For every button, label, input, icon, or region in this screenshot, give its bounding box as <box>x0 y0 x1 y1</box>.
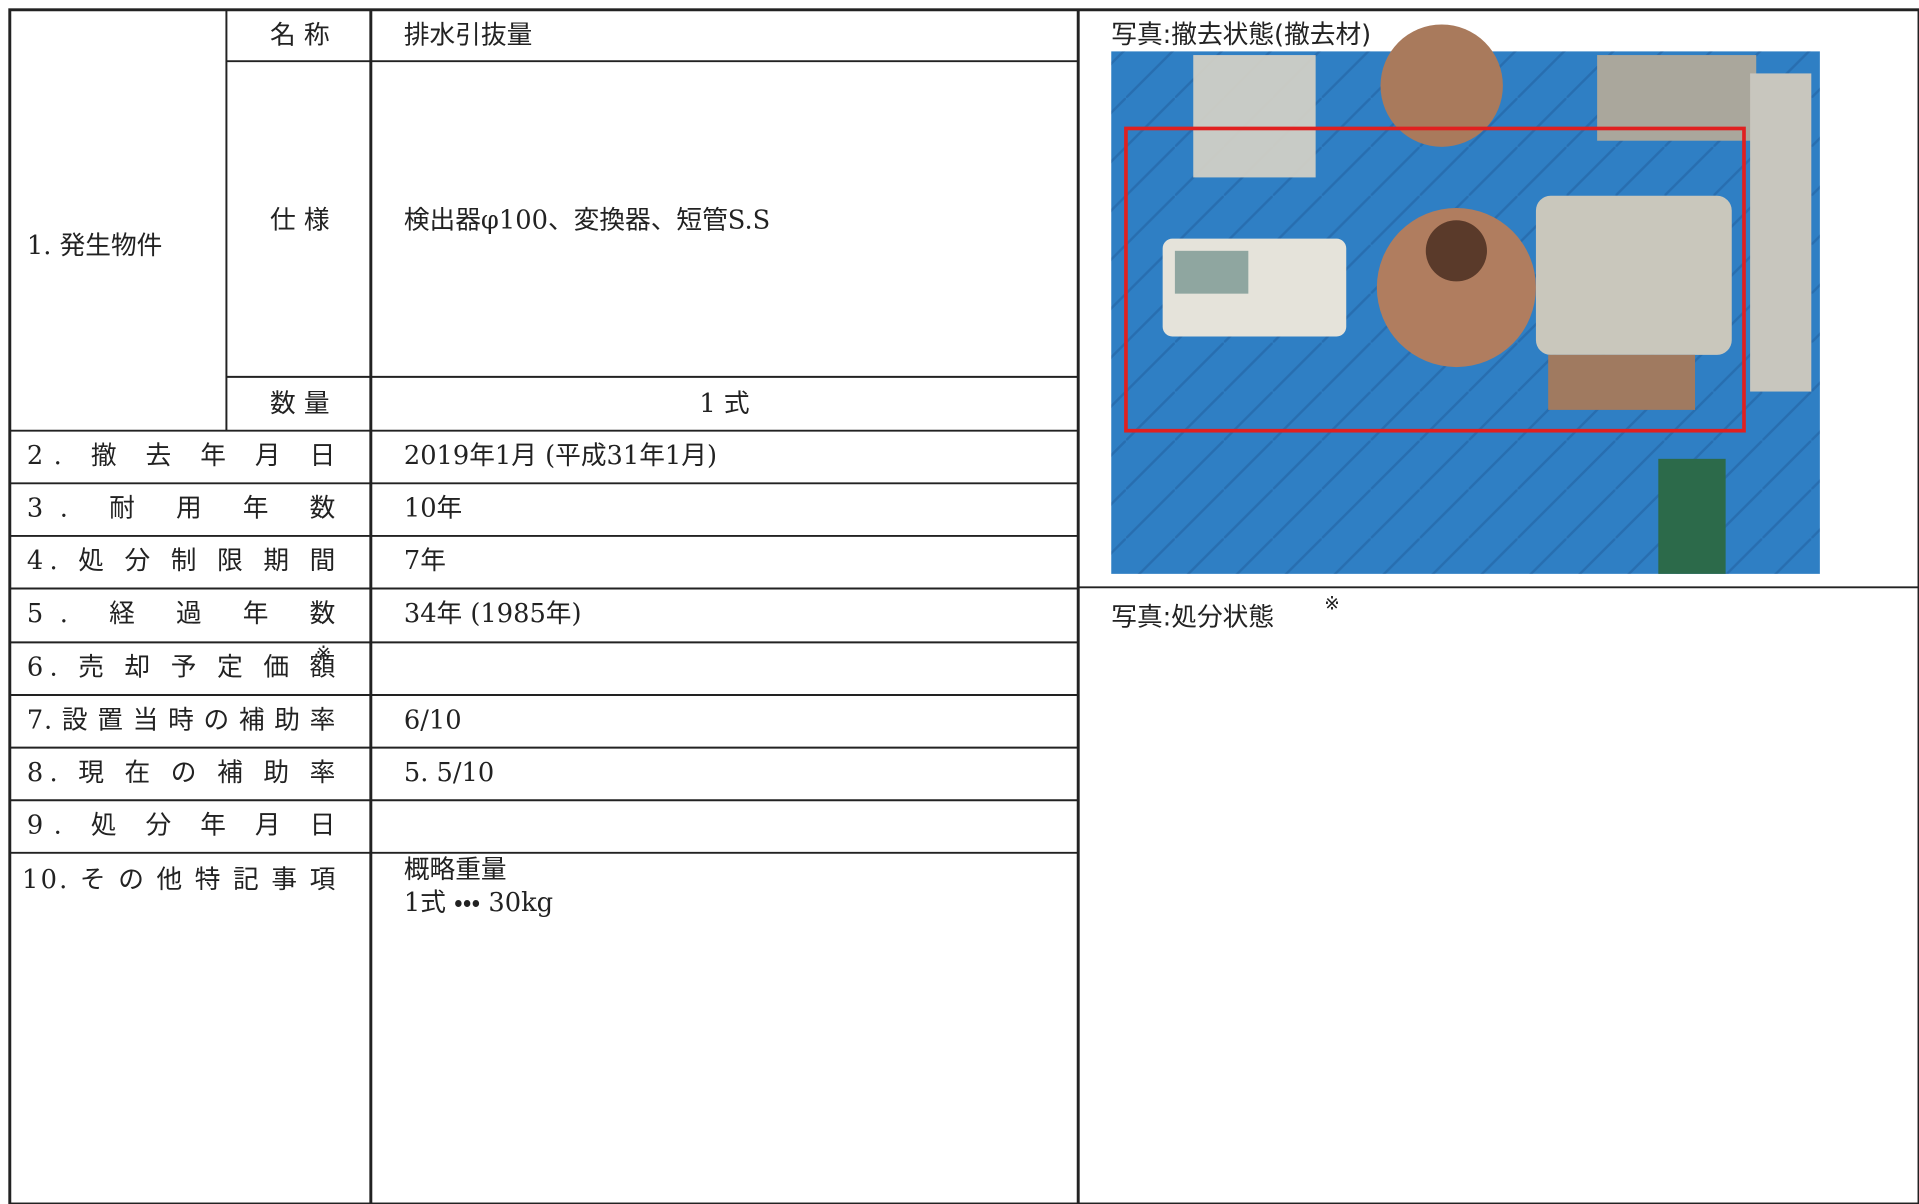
row-label: 7. 設 置 当 時 の 補 助 率 <box>27 705 335 735</box>
note-mark: ※ <box>316 643 331 664</box>
photo-caption: 写真:処分状態 <box>1111 602 1274 632</box>
photo-caption: 写真:撤去状態(撤去材) <box>1111 20 1371 50</box>
value: 7年 <box>404 546 446 576</box>
value: 10年 <box>404 494 462 524</box>
row-label: 5. 経 過 年 数 <box>27 599 335 629</box>
row-label: 3. 耐 用 年 数 <box>27 494 335 524</box>
value-line: 概略重量 <box>404 855 507 885</box>
value: 6/10 <box>404 705 462 735</box>
sub-label: 名 称 <box>270 21 330 51</box>
value: 2019年1月 (平成31年1月) <box>404 441 717 471</box>
row-label: 2. 撤 去 年 月 日 <box>27 441 335 471</box>
row-label: 6. 売 却 予 定 価 額 <box>27 653 336 683</box>
photo <box>1111 24 1820 574</box>
value: 排水引抜量 <box>404 21 532 51</box>
row-label: 10. そ の 他 特 記 事 項 <box>22 865 336 895</box>
item-label: 1. 発生物件 <box>27 231 162 261</box>
note-mark: ※ <box>1324 593 1339 614</box>
value: 5. 5/10 <box>404 758 494 788</box>
table-lines <box>8 8 1919 1204</box>
row-label: 8. 現 在 の 補 助 率 <box>27 758 335 788</box>
value: 34年 (1985年) <box>404 599 582 629</box>
row-label: 9. 処 分 年 月 日 <box>27 811 335 841</box>
value-line: 1式 ・・・ 30kg <box>404 888 553 918</box>
value: 1 式 <box>699 389 749 419</box>
row-label: 4. 処 分 制 限 期 間 <box>27 546 335 576</box>
sub-label: 数 量 <box>270 389 330 419</box>
sub-label: 仕 様 <box>270 205 330 235</box>
value: 検出器φ100、変換器、短管S.S <box>404 205 770 235</box>
